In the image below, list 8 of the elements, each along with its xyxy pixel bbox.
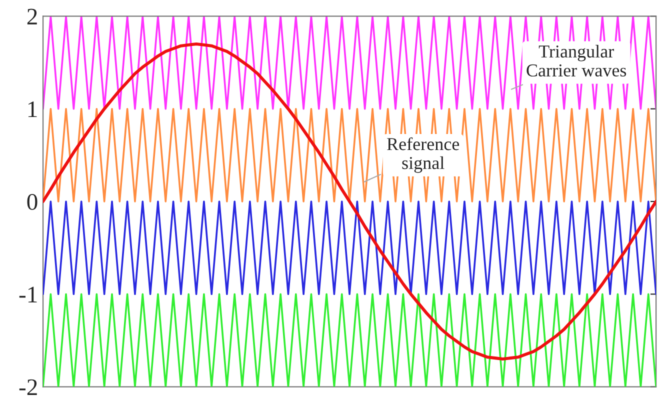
line-series — [43, 42, 656, 361]
y-tick-label: 2 — [27, 8, 37, 24]
y-tick-label: -2 — [19, 379, 37, 395]
y-tick-label: -1 — [19, 286, 37, 302]
annotation: Reference signal — [387, 137, 460, 173]
annotation: Triangular Carrier waves — [526, 44, 626, 77]
y-tick-label: 0 — [27, 194, 38, 210]
y-tick-label: 1 — [28, 101, 37, 118]
